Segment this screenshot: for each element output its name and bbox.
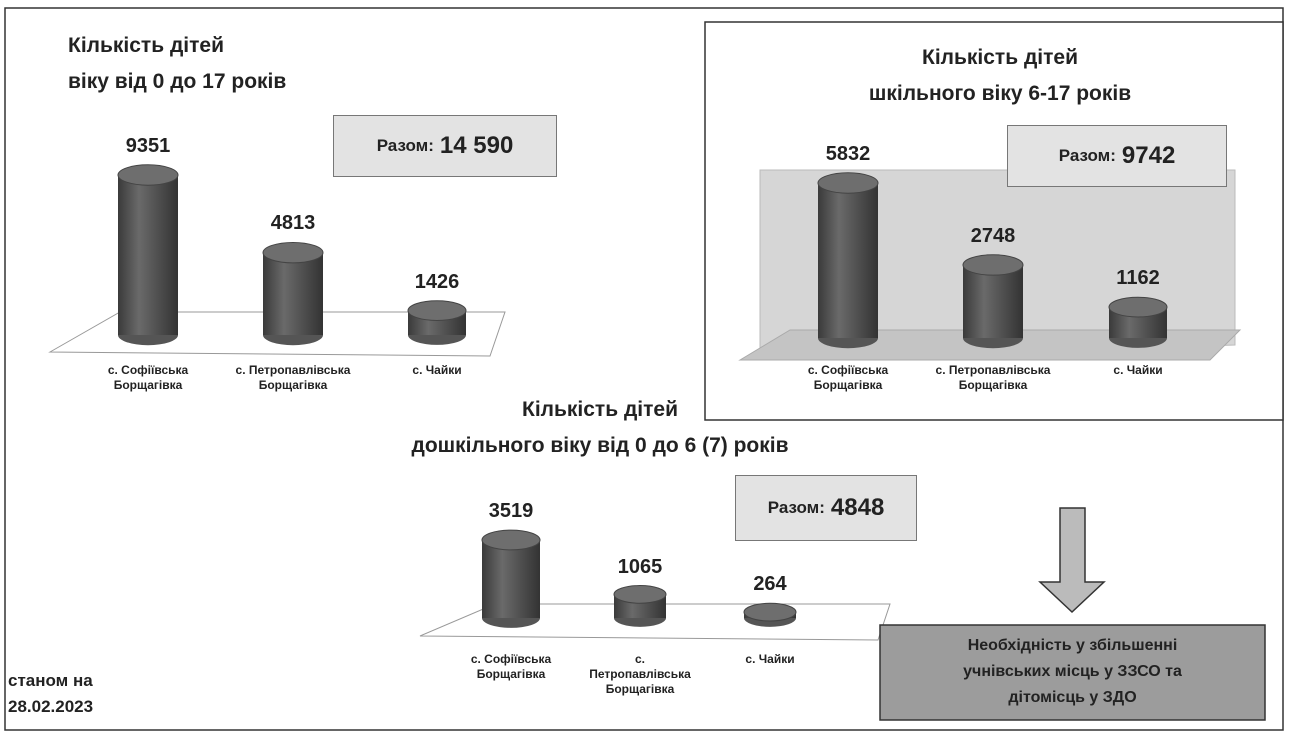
cylinder-top bbox=[817, 172, 879, 194]
title-line: Кількість дітей bbox=[68, 34, 224, 57]
category-label: с. Петропавлівська Борщагівка bbox=[235, 363, 351, 392]
cylinder-top bbox=[262, 241, 324, 264]
data-label: 3519 bbox=[488, 500, 534, 523]
category-label: с. Софіївська Борщагівка bbox=[470, 652, 552, 681]
conclusion: Необхідність у збільшенні учнівських міс… bbox=[880, 633, 1265, 711]
category-label: с. Чайки bbox=[745, 652, 795, 666]
title-line: віку від 0 до 17 років bbox=[68, 70, 287, 93]
title-line: шкільного віку 6-17 років bbox=[868, 82, 1132, 105]
cylinder bbox=[963, 264, 1023, 338]
total-value: 14 590 bbox=[439, 132, 514, 159]
data-label: 1426 bbox=[414, 270, 460, 293]
total-box: Разом: 9742 bbox=[1007, 125, 1227, 187]
chart-title: Кількість дітей шкільного віку 6-17 років bbox=[850, 40, 1150, 112]
cylinder-top bbox=[613, 585, 667, 604]
title-line: Кількість дітей bbox=[922, 46, 1078, 69]
conclusion-box bbox=[879, 624, 1266, 721]
title-line: Кількість дітей bbox=[522, 398, 678, 421]
cylinder bbox=[482, 540, 540, 618]
date-note: станом на 28.02.2023 bbox=[8, 668, 93, 720]
down-arrow bbox=[1038, 507, 1106, 614]
category-label: с. Петропавлівська Борщагівка bbox=[935, 363, 1051, 392]
cylinder bbox=[818, 183, 878, 338]
total-value: 9742 bbox=[1121, 142, 1176, 169]
cylinder-top bbox=[117, 164, 179, 186]
date-line: станом на bbox=[8, 671, 93, 690]
floor bbox=[419, 603, 891, 641]
cylinder-top bbox=[407, 300, 467, 321]
data-label: 5832 bbox=[825, 142, 871, 165]
data-label: 4813 bbox=[270, 212, 316, 235]
chart-title: Кількість дітей віку від 0 до 17 років bbox=[68, 28, 286, 100]
cylinder bbox=[118, 175, 178, 335]
total-label: Разом: bbox=[376, 136, 434, 155]
chart-title: Кількість дітей дошкільного віку від 0 до… bbox=[350, 392, 850, 464]
category-label: с. Софіївська Борщагівка bbox=[807, 363, 889, 392]
data-label: 1162 bbox=[1116, 267, 1160, 290]
cylinder-top bbox=[743, 602, 797, 622]
cylinder-top bbox=[1108, 296, 1168, 318]
cylinder-top bbox=[962, 254, 1024, 276]
floor bbox=[48, 311, 506, 357]
data-label: 2748 bbox=[970, 224, 1016, 247]
category-label: с. Чайки bbox=[1113, 363, 1163, 377]
category-label: с. Чайки bbox=[412, 363, 462, 377]
data-label: 1065 bbox=[617, 555, 663, 578]
date-line: 28.02.2023 bbox=[8, 697, 94, 716]
category-label: с. Петропавлівська Борщагівка bbox=[589, 652, 691, 696]
cylinder-top bbox=[481, 529, 541, 551]
data-label: 9351 bbox=[125, 134, 171, 157]
total-box: Разом: 4848 bbox=[735, 475, 917, 541]
total-label: Разом: bbox=[1058, 146, 1116, 165]
total-value: 4848 bbox=[830, 494, 885, 521]
conclusion-line: дітомісць у ЗДО bbox=[1008, 689, 1137, 706]
total-box: Разом: 14 590 bbox=[333, 115, 557, 177]
data-label: 264 bbox=[753, 573, 787, 596]
title-line: дошкільного віку від 0 до 6 (7) років bbox=[411, 434, 789, 457]
conclusion-line: Необхідність у збільшенні bbox=[967, 637, 1178, 654]
cylinder bbox=[263, 252, 323, 335]
conclusion-line: учнівських місць у ЗЗСО та bbox=[963, 663, 1182, 680]
category-label: с. Софіївська Борщагівка bbox=[107, 363, 189, 392]
total-label: Разом: bbox=[767, 498, 825, 517]
